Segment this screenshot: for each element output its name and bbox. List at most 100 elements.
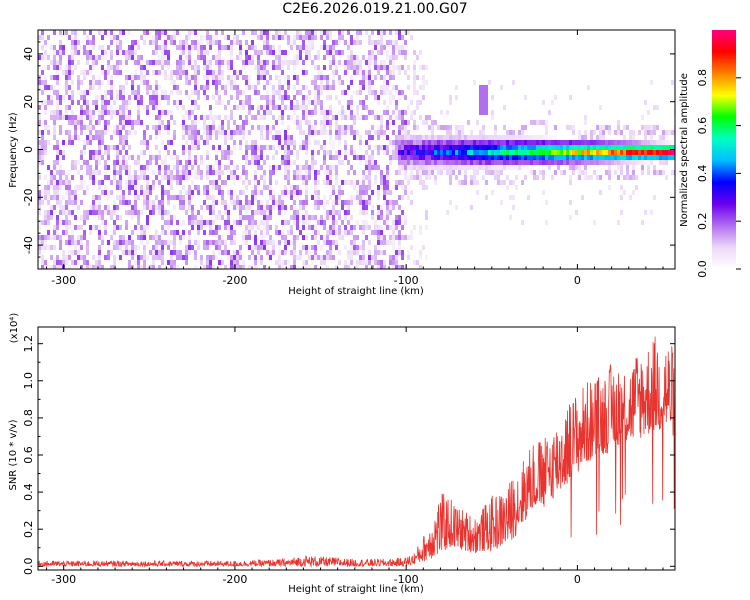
spectrogram-cell [173, 120, 176, 125]
spectrogram-cell [83, 140, 86, 145]
spectrogram-cell [65, 230, 68, 235]
spectrogram-cell [419, 145, 422, 150]
spectrogram-cell [245, 225, 248, 230]
spectrogram-cell [662, 160, 665, 165]
spectrogram-cell [200, 50, 203, 55]
spectrogram-cell [365, 260, 368, 265]
spectrogram-cell [437, 150, 440, 155]
spectrogram-cell [239, 55, 242, 60]
spectrogram-cell [356, 70, 359, 75]
spectrogram-cell [185, 110, 188, 115]
spectrogram-cell [239, 40, 242, 45]
spectrogram-cell [221, 130, 224, 135]
spectrogram-cell [89, 50, 92, 55]
spectrogram-cell [191, 245, 194, 250]
spectrogram-cell [47, 245, 50, 250]
spectrogram-cell [212, 230, 215, 235]
spectrogram-cell [425, 135, 428, 140]
spectrogram-cell [482, 140, 485, 145]
spectrogram-cell [533, 150, 536, 155]
spectrogram-cell [77, 260, 80, 265]
spectrogram-cell [257, 70, 260, 75]
spectrogram-cell [365, 200, 368, 205]
spectrogram-cell [497, 135, 500, 140]
spectrogram-cell [284, 130, 287, 135]
spectrogram-cell [161, 175, 164, 180]
spectrogram-cell [488, 170, 491, 175]
spectrogram-cell [95, 260, 98, 265]
spectrogram-cell [80, 235, 83, 240]
spectrogram-cell [104, 160, 107, 165]
spectrogram-cell [167, 190, 170, 195]
spectrogram-cell [233, 175, 236, 180]
spectrogram-cell [68, 170, 71, 175]
spectrogram-cell [293, 175, 296, 180]
spectrogram-cell [284, 30, 287, 35]
spectrogram-cell [368, 65, 371, 70]
spectrogram-cell [539, 120, 542, 125]
spectrogram-cell [359, 100, 362, 105]
spectrogram-cell [203, 60, 206, 65]
spectrogram-cell [140, 240, 143, 245]
spectrogram-cell [152, 200, 155, 205]
spectrogram-cell [116, 145, 119, 150]
spectrogram-cell [221, 235, 224, 240]
spectrogram-cell [605, 140, 608, 145]
spectrogram-cell [80, 45, 83, 50]
spectrogram-cell [338, 250, 341, 255]
spectrogram-cell [185, 250, 188, 255]
spectrogram-cell [215, 150, 218, 155]
spectrogram-cell [323, 30, 326, 35]
spectrogram-cell [377, 50, 380, 55]
spectrogram-cell [260, 65, 263, 70]
spectrogram-cell [62, 95, 65, 100]
spectrogram-cell [332, 255, 335, 260]
spectrogram-cell [659, 150, 662, 155]
spectrogram-cell [83, 160, 86, 165]
spectrogram-cell [308, 175, 311, 180]
spectrogram-cell [422, 135, 425, 140]
spectrogram-cell [86, 190, 89, 195]
spectrogram-cell [44, 195, 47, 200]
spectrogram-cell [374, 65, 377, 70]
spectrogram-cell [227, 120, 230, 125]
spectrogram-cell [386, 80, 389, 85]
spectrogram-cell [125, 115, 128, 120]
spectrogram-cell [239, 125, 242, 130]
spectrogram-cell [167, 180, 170, 185]
spectrogram-cell [173, 195, 176, 200]
spectrogram-cell [161, 250, 164, 255]
spectrogram-cell [659, 155, 662, 160]
spectrogram-cell [338, 80, 341, 85]
spectrogram-cell [467, 135, 470, 140]
spectrogram-cell [152, 50, 155, 55]
spectrogram-cells [38, 30, 675, 269]
spectrogram-cell [512, 180, 515, 185]
spectrogram-cell [188, 250, 191, 255]
spectrogram-cell [578, 170, 581, 175]
spectrogram-cell [476, 160, 479, 165]
spectrogram-cell [143, 40, 146, 45]
spectrogram-cell [269, 185, 272, 190]
spectrogram-cell [530, 120, 533, 125]
spectrogram-cell [464, 145, 467, 150]
spectrogram-cell [380, 85, 383, 90]
spectrogram-cell [422, 185, 425, 190]
spectrogram-cell [218, 55, 221, 60]
spectrogram-cell [47, 185, 50, 190]
spectrogram-cell [398, 165, 401, 170]
spectrogram-cell [326, 110, 329, 115]
spectrogram-cell [371, 205, 374, 210]
spectrogram-cell [353, 180, 356, 185]
spectrogram-cell [560, 140, 563, 145]
spectrogram-cell [554, 160, 557, 165]
spectrogram-cell [452, 155, 455, 160]
spectrogram-cell [116, 40, 119, 45]
spectrogram-cell [458, 180, 461, 185]
spectrogram-cell [239, 215, 242, 220]
spectrogram-cell [353, 225, 356, 230]
spectrogram-cell [485, 90, 488, 95]
spectrogram-cell [401, 125, 404, 130]
spectrogram-cell [581, 160, 584, 165]
spectrogram-cell [194, 65, 197, 70]
